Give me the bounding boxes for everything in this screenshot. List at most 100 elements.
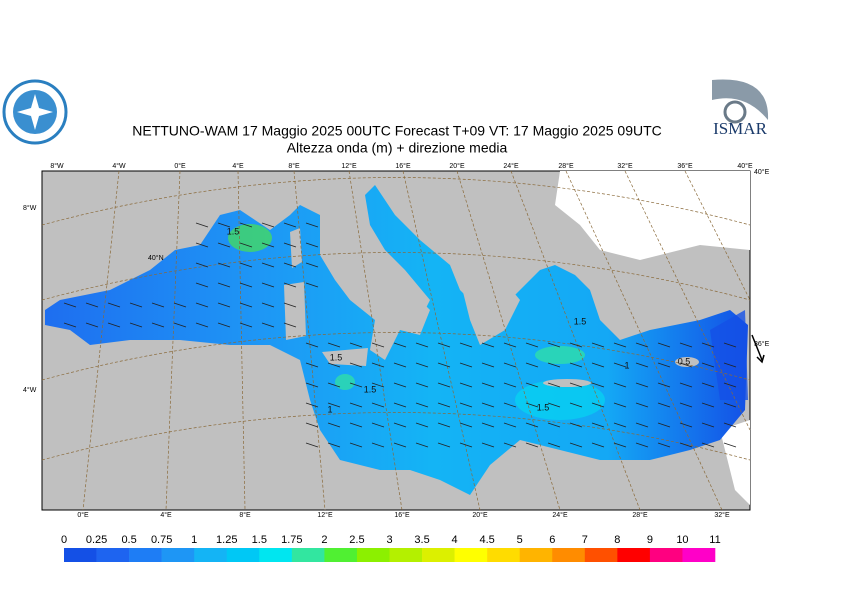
wave-arrow [591, 442, 605, 448]
colorbar-swatch [519, 548, 553, 562]
wave-arrow [305, 222, 319, 228]
wave-arrow [701, 382, 715, 388]
wave-arrow [217, 242, 231, 248]
wave-arrow [415, 342, 429, 348]
wave-arrow [393, 422, 407, 428]
graticule-label: 40°E [737, 162, 753, 170]
graticule-label: 12°E [341, 162, 357, 170]
graticule-label: 0°E [77, 511, 89, 519]
wave-arrow [63, 322, 77, 328]
wave-arrow [305, 442, 319, 448]
colorbar-label: 8 [614, 534, 620, 546]
wave-arrow [261, 222, 275, 228]
wave-arrow [349, 442, 363, 448]
wave-arrow [393, 362, 407, 368]
contour-label: 1 [327, 404, 332, 414]
colorbar-label: 4.5 [480, 534, 495, 546]
colorbar-swatch [552, 548, 586, 562]
wave-arrow [283, 282, 297, 288]
wave-arrow [327, 382, 341, 388]
wave-arrow [239, 242, 253, 248]
colorbar-label: 1.25 [216, 534, 237, 546]
wave-arrow [85, 322, 99, 328]
wave-arrow [723, 382, 737, 388]
wave-arrow [305, 382, 319, 388]
colorbar-label: 0.75 [151, 534, 172, 546]
wave-arrow [569, 362, 583, 368]
colorbar-swatch [161, 548, 195, 562]
colorbar-swatch [324, 548, 358, 562]
colorbar-label: 7 [582, 534, 588, 546]
graticule-label: 4°W [112, 162, 126, 170]
wave-arrow [217, 222, 231, 228]
wave-arrow [635, 402, 649, 408]
wave-arrow [261, 322, 275, 328]
graticule-label: 20°E [449, 162, 465, 170]
wave-arrow [437, 442, 451, 448]
wave-arrow [503, 382, 517, 388]
wave-arrow [239, 282, 253, 288]
graticule-label: 24°E [552, 511, 568, 519]
graticule-label: 40°E [754, 168, 770, 176]
logo-text: ISMAR [713, 119, 768, 138]
colorbar-label: 0 [61, 534, 67, 546]
wave-arrow [679, 342, 693, 348]
wave-arrow [679, 402, 693, 408]
wave-arrow [371, 402, 385, 408]
colorbar-label: 11 [709, 534, 720, 546]
colorbar-label: 2 [321, 534, 327, 546]
wave-arrow [437, 342, 451, 348]
wave-arrow [349, 422, 363, 428]
wave-arrow [327, 442, 341, 448]
wave-arrow [503, 442, 517, 448]
graticule-label: 32°E [714, 511, 730, 519]
wave-arrow [701, 422, 715, 428]
wave-arrow [371, 382, 385, 388]
colorbar-swatch [487, 548, 520, 562]
wave-arrow [107, 322, 121, 328]
colorbar-label: 0.25 [86, 534, 107, 546]
wave-arrow [349, 402, 363, 408]
wave-arrow [525, 422, 539, 428]
wave-arrow [195, 242, 209, 248]
colorbar-label: 2.5 [349, 534, 364, 546]
wave-arrow [371, 342, 385, 348]
wave-arrow [217, 302, 231, 308]
colorbar-label: 1.75 [281, 534, 302, 546]
logo-left [2, 79, 68, 145]
wave-arrow [635, 442, 649, 448]
wave-arrow [371, 362, 385, 368]
wave-arrow [195, 322, 209, 328]
wave-arrow [283, 302, 297, 308]
contour-label: 1.5 [227, 226, 240, 236]
wave-arrow [305, 422, 319, 428]
wave-arrow [525, 382, 539, 388]
land-white [555, 171, 750, 260]
wave-arrow [591, 422, 605, 428]
wave-arrow [503, 362, 517, 368]
wave-arrow [393, 402, 407, 408]
wave-arrow [349, 362, 363, 368]
colorbar-swatch [389, 548, 423, 562]
wave-arrow [591, 402, 605, 408]
wave-arrow [349, 342, 363, 348]
wave-arrow [305, 262, 319, 268]
wave-arrow [459, 402, 473, 408]
wave-arrow [481, 422, 495, 428]
colorbar-label: 5 [517, 534, 523, 546]
colorbar-swatch [291, 548, 325, 562]
wave-arrow [217, 282, 231, 288]
wave-arrow [195, 262, 209, 268]
colorbar-swatch [259, 548, 293, 562]
colorbar-label: 4 [452, 534, 458, 546]
wave-arrow [261, 302, 275, 308]
colorbar-swatch [422, 548, 455, 562]
colorbar-label: 0.5 [121, 534, 136, 546]
colorbar-label: 3.5 [414, 534, 429, 546]
graticule-label: 16°E [395, 162, 411, 170]
wave-arrow [701, 362, 715, 368]
wave-arrow [195, 302, 209, 308]
map [41, 170, 765, 511]
wave-arrow [503, 422, 517, 428]
